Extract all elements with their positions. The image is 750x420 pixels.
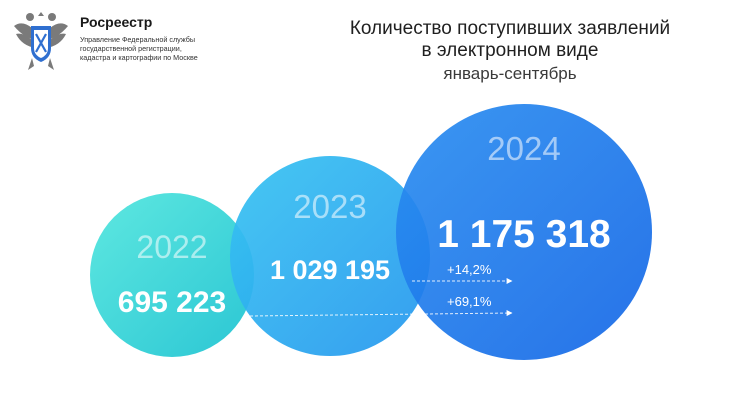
org-subtitle-line: кадастра и картографии по Москве (80, 53, 198, 62)
growth-arrow-2022-2024 (249, 310, 513, 317)
value-label-2024: 1 175 318 (437, 213, 611, 256)
logo-block: Росреестр Управление Федеральной службы … (10, 8, 240, 78)
double-headed-eagle-emblem-icon (14, 12, 68, 70)
bubble-2022 (90, 193, 254, 357)
org-subtitle-line: государственной регистрации, (80, 44, 182, 53)
org-name: Росреестр (80, 14, 153, 30)
year-label-2023: 2023 (293, 188, 366, 225)
value-label-2022: 695 223 (118, 286, 226, 319)
org-subtitle: Управление Федеральной службы государств… (80, 35, 250, 62)
growth-label-2023-2024: +14,2% (447, 262, 492, 277)
value-label-2023: 1 029 195 (270, 255, 390, 285)
year-label-2024: 2024 (487, 130, 560, 167)
year-label-2022: 2022 (136, 229, 207, 265)
chart-title: Количество поступивших заявлений в элект… (300, 18, 720, 85)
growth-label-2022-2024: +69,1% (447, 294, 492, 309)
bubble-2024 (396, 104, 652, 360)
org-subtitle-line: Управление Федеральной службы (80, 35, 195, 44)
title-line-1: Количество поступивших заявлений (349, 18, 671, 39)
bubble-2023 (230, 156, 430, 356)
title-line-2: в электронном виде (421, 40, 599, 61)
chart-subtitle: январь-сентябрь (443, 64, 577, 83)
